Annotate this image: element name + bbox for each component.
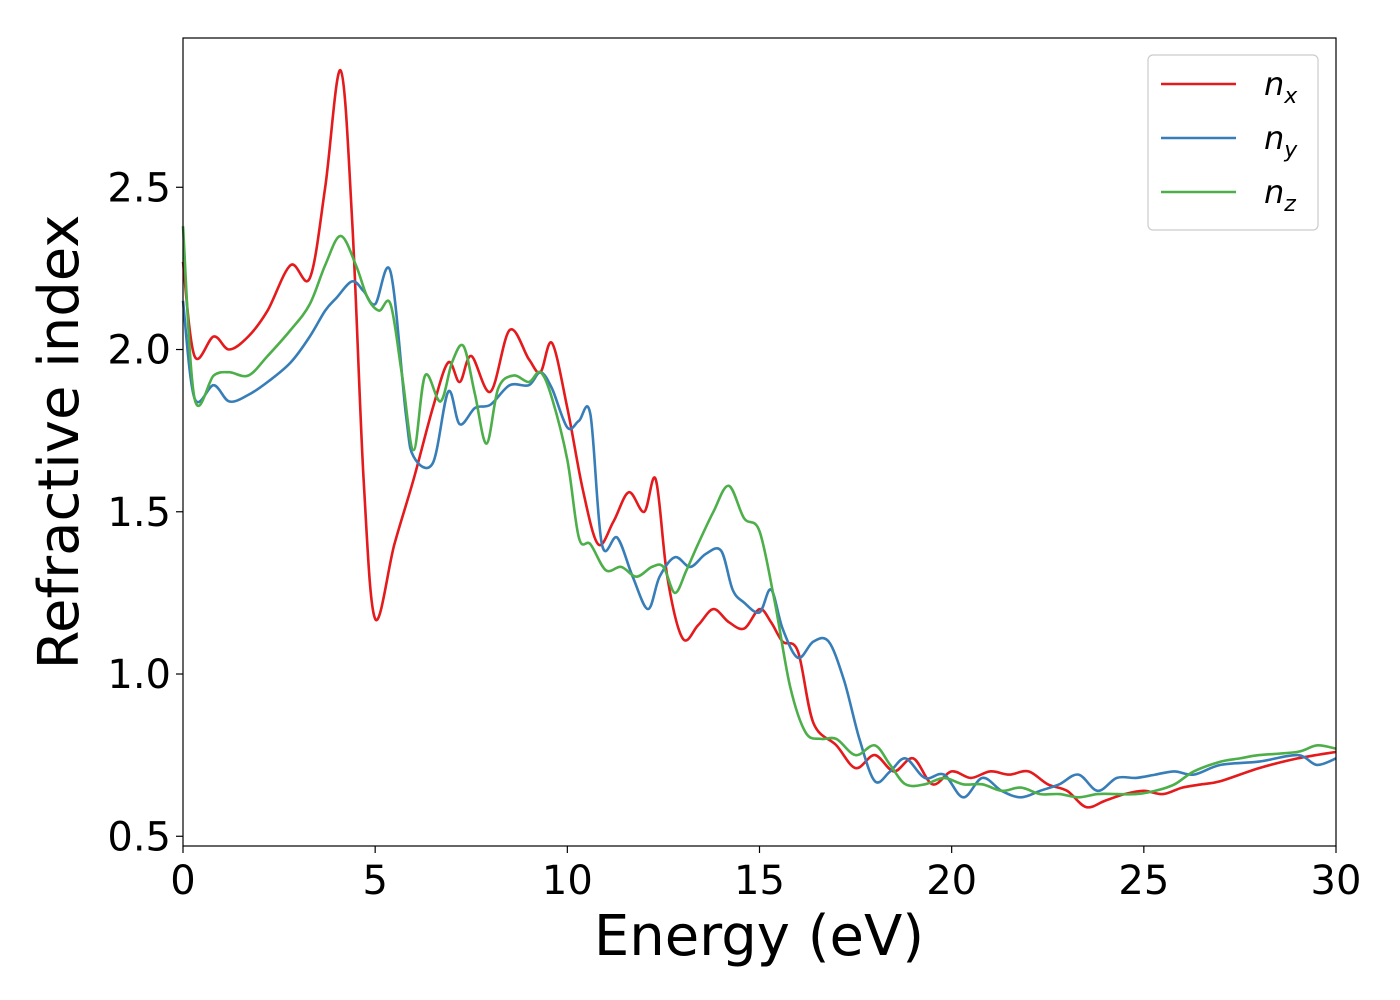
x-tick-label: 0: [170, 858, 195, 904]
legend-box: [1147, 54, 1319, 231]
y-tick-label: 2.5: [107, 165, 171, 211]
y-axis-ticks: 0.5 1.0 1.5 2.0 2.5: [107, 165, 183, 860]
x-tick-label: 25: [1118, 858, 1169, 904]
x-tick-label: 20: [926, 858, 977, 904]
plot-lines: [181, 69, 1337, 809]
x-tick-label: 5: [362, 858, 387, 904]
legend-label-n_x: nx: [1264, 65, 1298, 109]
legend: nx ny nz: [1147, 54, 1319, 231]
series-line-n_z: [181, 226, 1337, 799]
x-tick-label: 10: [542, 858, 593, 904]
legend-label-n_y: ny: [1264, 119, 1298, 163]
legend-label-n_z: nz: [1264, 173, 1296, 217]
x-axis-ticks: 0 5 10 15 20 25 30: [170, 846, 1361, 904]
y-axis-title: Refractive index: [27, 215, 92, 670]
y-tick-label: 2.0: [107, 328, 171, 374]
x-tick-label: 30: [1311, 858, 1362, 904]
y-tick-label: 1.0: [107, 652, 171, 698]
x-tick-label: 15: [734, 858, 785, 904]
y-tick-label: 1.5: [107, 490, 171, 536]
y-tick-label: 0.5: [107, 814, 171, 860]
x-axis-title: Energy (eV): [594, 904, 924, 969]
